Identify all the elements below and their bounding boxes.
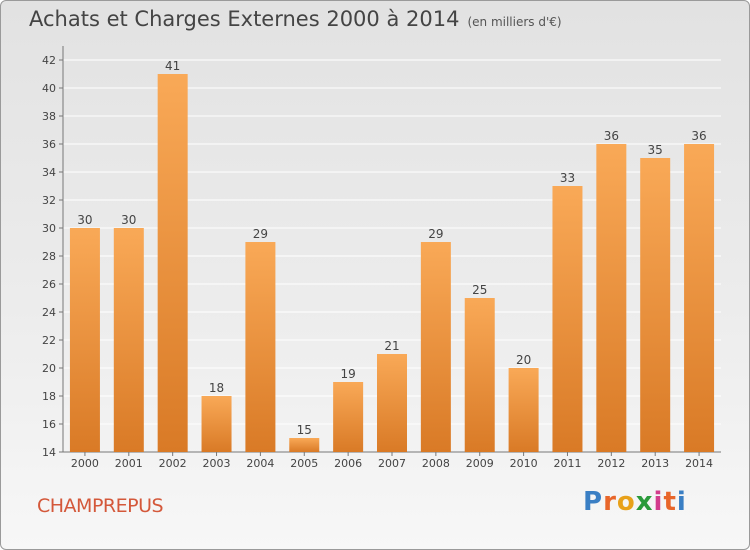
bar <box>333 382 364 452</box>
x-tick-label: 2005 <box>290 457 318 470</box>
y-tick-label: 32 <box>42 194 56 207</box>
logo-letter: P <box>583 487 604 517</box>
x-tick-label: 2008 <box>422 457 450 470</box>
bar <box>464 298 495 452</box>
x-tick-label: 2011 <box>553 457 581 470</box>
data-label: 36 <box>604 129 619 143</box>
data-label: 19 <box>340 367 355 381</box>
data-label: 36 <box>691 129 706 143</box>
bar <box>420 242 451 452</box>
logo-letter: o <box>616 487 636 517</box>
bar <box>508 368 539 452</box>
y-tick-label: 14 <box>42 446 56 459</box>
x-tick-label: 2000 <box>71 457 99 470</box>
y-tick-label: 28 <box>42 250 56 263</box>
data-label: 18 <box>209 381 224 395</box>
y-tick-label: 40 <box>42 82 56 95</box>
bar <box>684 144 715 452</box>
y-tick-label: 20 <box>42 362 56 375</box>
bar <box>157 74 188 452</box>
chart-title-text: Achats et Charges Externes 2000 à 2014 <box>29 7 460 31</box>
y-tick-label: 22 <box>42 334 56 347</box>
y-tick-label: 30 <box>42 222 56 235</box>
chart-unit: (en milliers d'€) <box>467 15 562 29</box>
x-tick-label: 2012 <box>597 457 625 470</box>
x-tick-label: 2007 <box>378 457 406 470</box>
logo-letter: i <box>653 487 664 517</box>
data-label: 30 <box>77 213 92 227</box>
data-label: 29 <box>428 227 443 241</box>
y-tick-label: 18 <box>42 390 56 403</box>
x-tick-label: 2013 <box>641 457 669 470</box>
x-tick-label: 2001 <box>115 457 143 470</box>
logo-letter: t <box>663 487 677 517</box>
x-tick-label: 2010 <box>510 457 538 470</box>
x-tick-label: 2004 <box>246 457 274 470</box>
bar <box>69 228 100 452</box>
y-tick-label: 24 <box>42 306 56 319</box>
data-label: 33 <box>560 171 575 185</box>
y-tick-label: 42 <box>42 54 56 67</box>
data-label: 41 <box>165 59 180 73</box>
logo-letter: x <box>635 487 654 517</box>
y-tick-label: 38 <box>42 110 56 123</box>
commune-name: CHAMPREPUS <box>37 495 164 517</box>
data-label: 30 <box>121 213 136 227</box>
x-tick-label: 2006 <box>334 457 362 470</box>
y-tick-label: 16 <box>42 418 56 431</box>
bar <box>245 242 276 452</box>
bar <box>201 396 232 452</box>
logo-letter: i <box>676 487 687 517</box>
y-tick-label: 36 <box>42 138 56 151</box>
chart-title: Achats et Charges Externes 2000 à 2014 (e… <box>29 7 562 31</box>
data-label: 29 <box>253 227 268 241</box>
proxiti-logo: Proxiti <box>583 487 687 517</box>
data-label: 25 <box>472 283 487 297</box>
y-tick-label: 26 <box>42 278 56 291</box>
x-tick-label: 2003 <box>203 457 231 470</box>
data-label: 21 <box>384 339 399 353</box>
bar <box>113 228 144 452</box>
x-tick-label: 2009 <box>466 457 494 470</box>
data-label: 35 <box>648 143 663 157</box>
bar <box>596 144 627 452</box>
data-label: 20 <box>516 353 531 367</box>
data-label: 15 <box>297 423 312 437</box>
bar <box>289 438 320 452</box>
logo-letter: r <box>603 487 617 517</box>
x-tick-label: 2002 <box>159 457 187 470</box>
bar <box>640 158 671 452</box>
bar <box>377 354 407 452</box>
bar <box>552 186 583 452</box>
y-tick-label: 34 <box>42 166 56 179</box>
x-tick-label: 2014 <box>685 457 713 470</box>
